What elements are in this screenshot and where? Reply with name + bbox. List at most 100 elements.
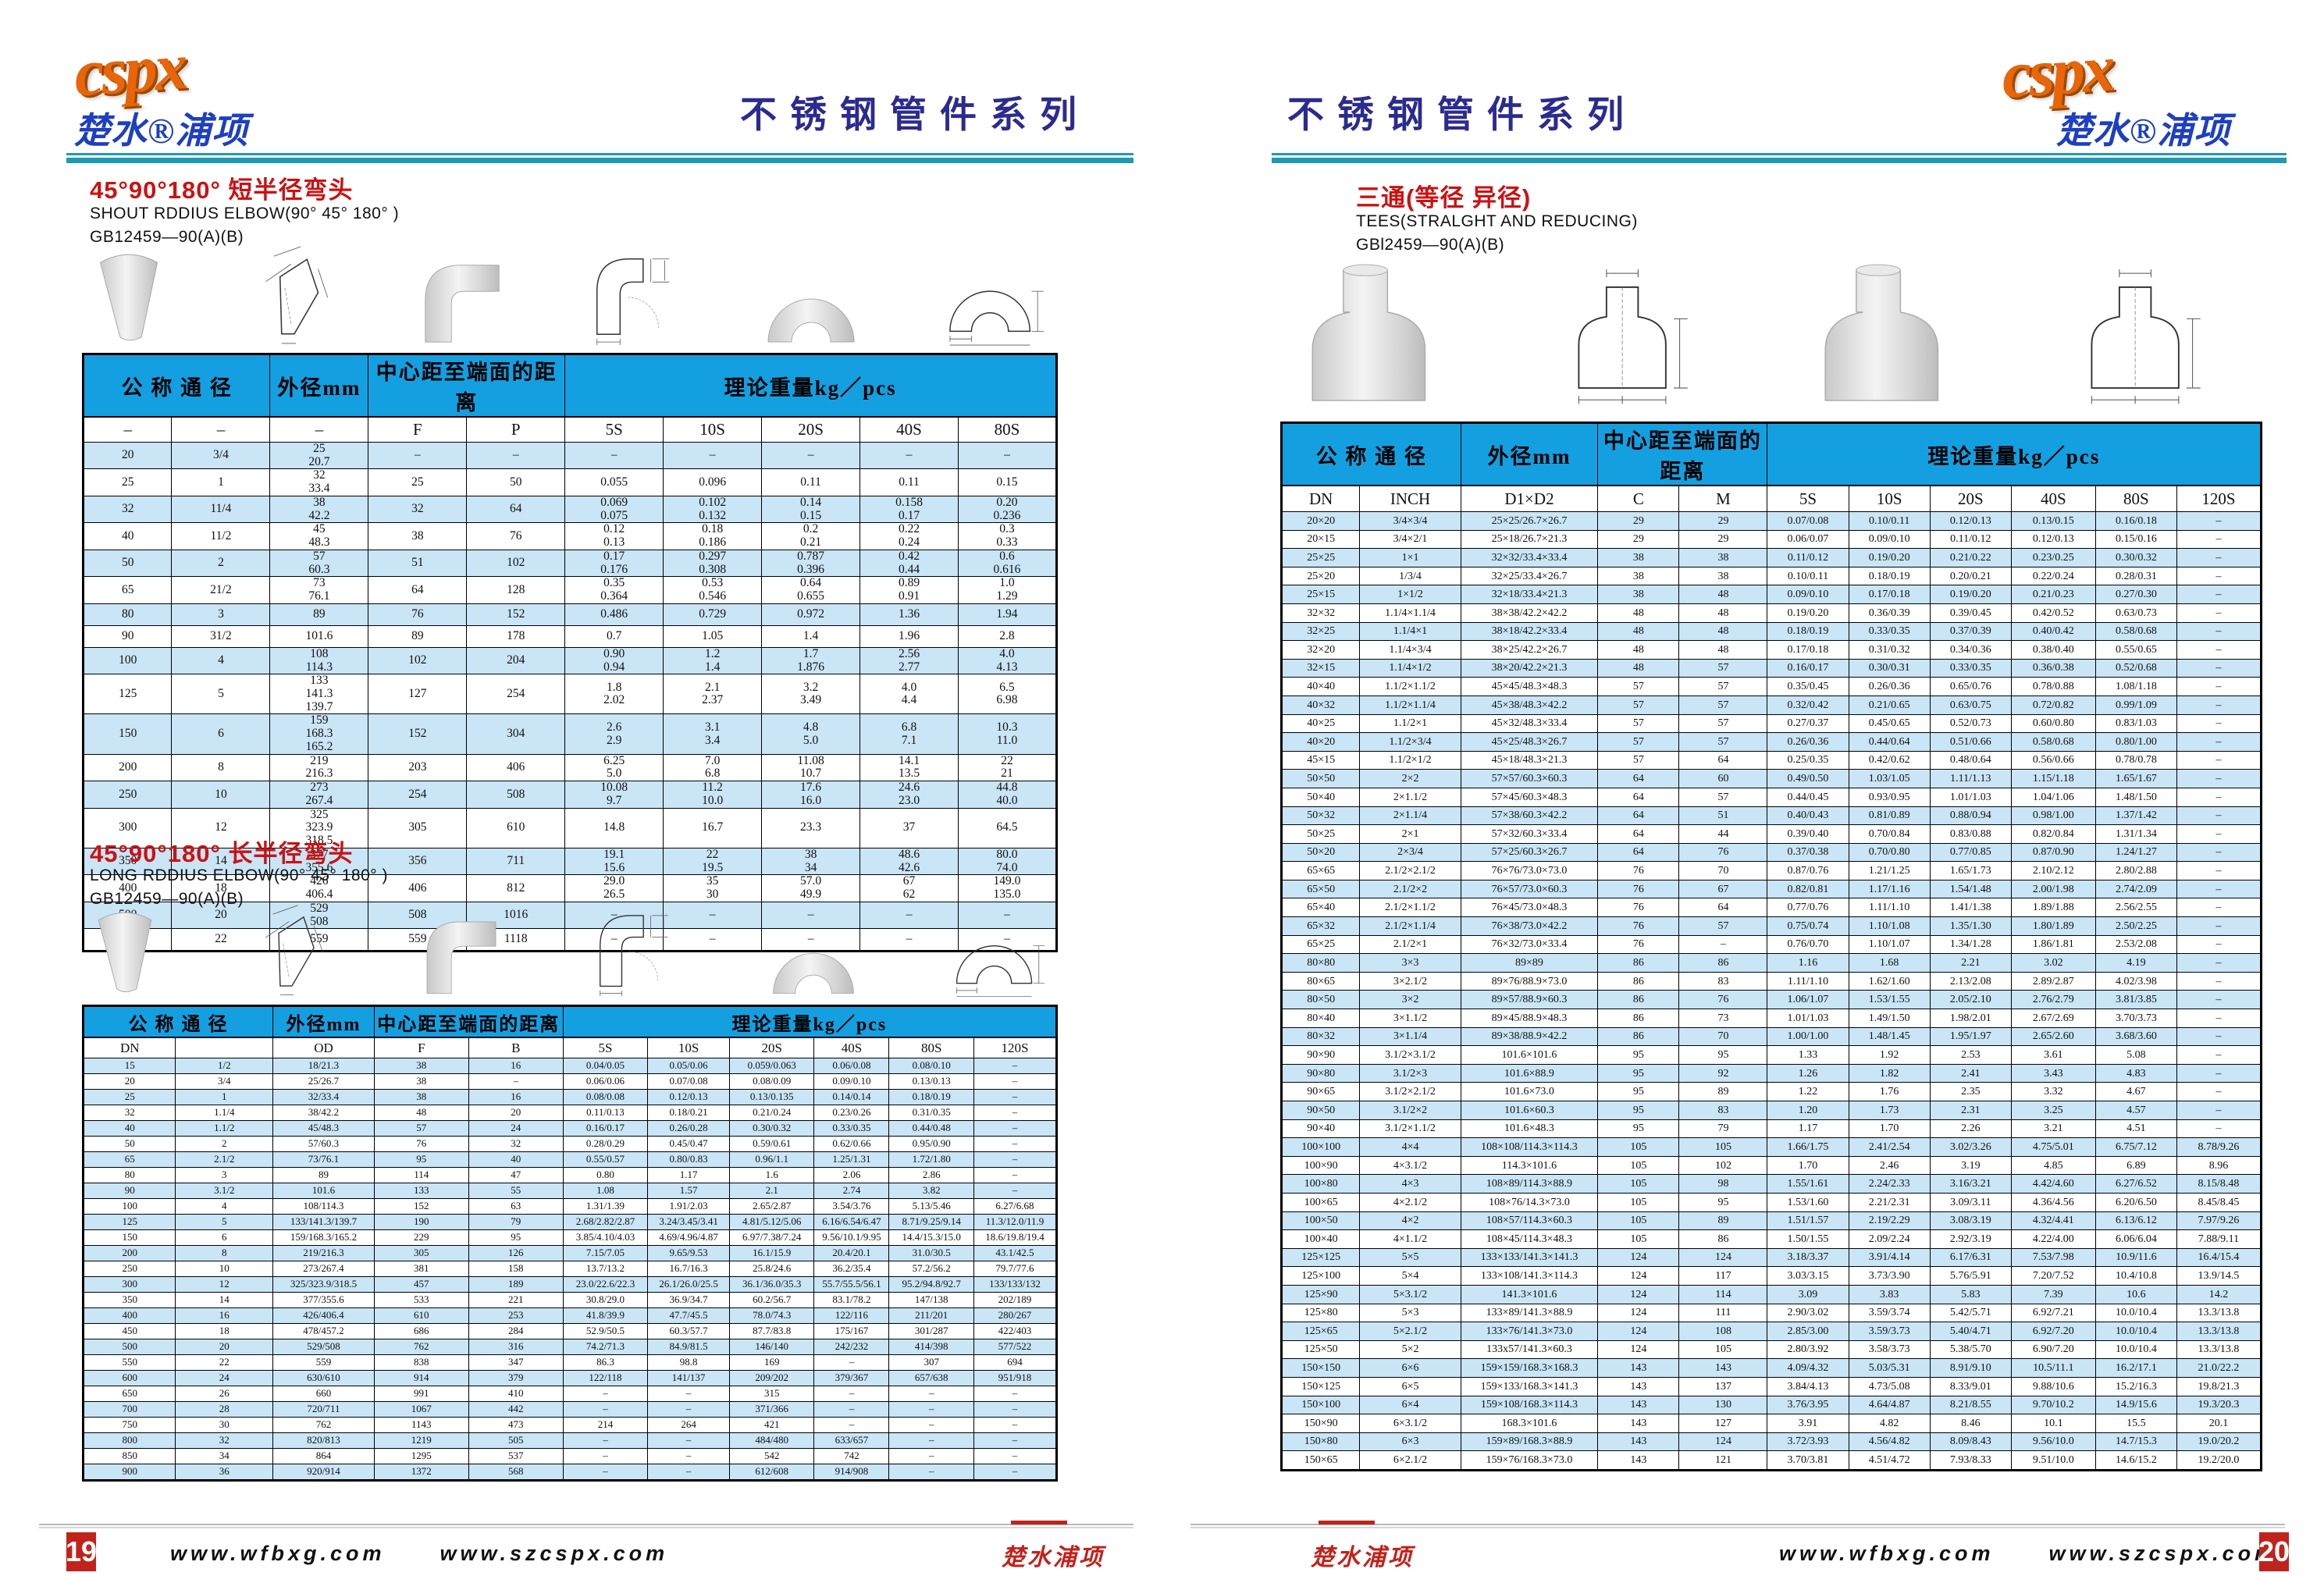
table-cell: – (2176, 769, 2262, 788)
table-cell: 3.68/3.60 (2094, 1026, 2177, 1047)
table-cell: 0.96/1.1 (728, 1151, 815, 1168)
table-cell: 1.49/1.50 (1848, 1009, 1931, 1028)
table-cell: 0.22/0.24 (2010, 566, 2096, 586)
table-cell: 4.22/4.00 (2010, 1229, 2096, 1249)
table-cell: 0.82/0.81 (1767, 879, 1849, 899)
table-row: 300 12 325/323.9/318.5 457 189 23.0/22.6/22.3… (82, 1276, 1058, 1293)
table-cell: 127 (1678, 1414, 1768, 1433)
table-row: 20×20 3/4×3/4 25×25/26.7×26.7 29 29 0.07/0.08… (1280, 511, 2262, 531)
table-cell: 0.06/0.07 (1767, 529, 1849, 550)
table-cell: 0.30/0.32 (728, 1120, 815, 1137)
website-url-1[interactable]: www.wfbxg.com (170, 1542, 386, 1565)
website-url-1[interactable]: www.wfbxg.com (1779, 1542, 1995, 1565)
website-url-2[interactable]: www.szcspx.com (2048, 1542, 2278, 1565)
table-cell: 30.8/29.0 (562, 1292, 649, 1308)
table-cell: 1.10/1.08 (1848, 916, 1931, 936)
logo-chinese-text: 楚水®浦项 (2056, 111, 2231, 151)
table-cell: 1372 (373, 1464, 469, 1481)
table-cell: – (973, 1464, 1058, 1481)
table-cell: 64.5 (957, 807, 1058, 848)
table-cell: 29 (1597, 511, 1680, 531)
table-cell: 45/48.3 (272, 1120, 375, 1137)
table-cell: 1.76 (1848, 1082, 1931, 1101)
table-cell: 20 (468, 1105, 564, 1121)
table-cell: – (973, 1432, 1058, 1449)
column-group-header: 理论重量kg／pcs (562, 1005, 1058, 1038)
table-cell: – (859, 901, 959, 930)
table-cell: 63 (468, 1198, 564, 1215)
table-cell: 0.18 0.186 (663, 522, 763, 550)
table-cell: – (562, 1432, 649, 1449)
table-cell: 2×1 (1359, 824, 1461, 844)
table-cell: 1.1/2×1 (1359, 713, 1461, 734)
table-cell: 0.33/0.35 (1848, 621, 1931, 642)
elbow-180-drawing (933, 905, 1066, 999)
table-cell: – (2176, 750, 2262, 770)
table-row: 32×20 1.1/4×3/4 38×25/42.2×26.7 48 48 0.17/0.… (1280, 640, 2262, 660)
table-cell: – (564, 441, 664, 470)
table-cell: 38 (1597, 548, 1680, 567)
table-cell: 19.3/20.3 (2176, 1395, 2262, 1415)
column-header: INCH (1359, 485, 1461, 512)
table-cell: – (2176, 953, 2262, 973)
table-cell: 1.31/1.39 (562, 1198, 649, 1215)
table-cell: 0.11/0.13 (562, 1105, 649, 1121)
table-cell: 76 (1678, 842, 1768, 863)
table-cell: 0.21/0.22 (1929, 548, 2012, 567)
table-cell: 124 (1597, 1284, 1680, 1304)
table-cell: 4.36/4.56 (2010, 1192, 2096, 1212)
table-cell: 1.17 (647, 1167, 730, 1183)
table-cell: 76 (368, 603, 468, 626)
table-cell: 0.729 (663, 603, 763, 626)
table-cell: 0.26/0.36 (1767, 732, 1849, 752)
table-cell: 0.35/0.45 (1767, 677, 1849, 696)
table-row: 90×90 3.1/2×3.1/2 101.6×101.6 95 95 1.33 1.92 2… (1280, 1045, 2262, 1065)
column-header: 120S (973, 1037, 1058, 1058)
table-row: 50×40 2×1.1/2 57×45/60.3×48.3 64 57 0.44/0.45… (1280, 787, 2262, 807)
table-cell: 143 (1597, 1432, 1680, 1452)
table-cell: 914/908 (813, 1464, 890, 1481)
table-cell: 3.83 (1848, 1284, 1931, 1304)
table-cell: 31.0/30.5 (888, 1245, 974, 1261)
table-cell: 0.14 0.15 (761, 495, 861, 524)
table-cell: 23.0/22.6/22.3 (562, 1276, 649, 1293)
table-cell: 3 (175, 1167, 274, 1183)
table-cell: 0.89 0.91 (859, 576, 959, 604)
table-cell: – (466, 441, 566, 470)
table-cell: 29 (1597, 529, 1680, 550)
table-cell: 44.8 40.0 (957, 781, 1058, 809)
table-cell: 3/4 (175, 1073, 274, 1090)
table-cell: – (973, 1401, 1058, 1418)
table-cell: 124 (1678, 1432, 1768, 1452)
table-cell: 14.6/15.2 (2094, 1450, 2177, 1471)
table-cell: 300 (82, 1276, 176, 1293)
table-cell: 4.81/5.12/5.06 (728, 1214, 815, 1230)
table-cell: 20.1 (2176, 1414, 2262, 1433)
table-cell: 47.7/45.5 (647, 1307, 730, 1324)
table-row: 850 34 864 1295 537– –542 742– – (82, 1448, 1058, 1464)
table-cell: 102 (1678, 1155, 1768, 1176)
table-cell: 159 168.3 165.2 (269, 713, 369, 755)
table-cell: – (2176, 824, 2262, 844)
table-cell: 0.35 0.364 (564, 576, 664, 604)
footer-urls: www.wfbxg.com www.szcspx.com (170, 1542, 723, 1566)
table-cell: 1.72/1.80 (888, 1151, 974, 1168)
table-cell: 108×57/114.3×60.3 (1460, 1211, 1599, 1231)
website-url-2[interactable]: www.szcspx.com (440, 1542, 669, 1565)
table-cell: 50 (466, 468, 566, 496)
table-cell: 86 (1597, 953, 1680, 973)
table-cell: 0.21/0.24 (728, 1105, 815, 1121)
table-cell: 1.24/1.27 (2094, 842, 2177, 863)
table-cell: 57 (1678, 787, 1768, 807)
table-cell: 650 (82, 1386, 176, 1402)
table-cell: 17.6 16.0 (761, 781, 861, 809)
table-cell: 9.51/10.0 (2010, 1450, 2096, 1471)
table-cell: 101.6×101.6 (1460, 1045, 1599, 1065)
table-cell: 1.2 1.4 (663, 646, 763, 675)
column-header: F (373, 1037, 469, 1058)
table-cell: 158 (468, 1261, 564, 1277)
table-cell: 1.1/2 (175, 1120, 274, 1137)
table-cell: 1.55/1.61 (1767, 1174, 1849, 1194)
table-cell: 50×25 (1280, 824, 1361, 844)
table-cell: 1.66/1.75 (1767, 1137, 1849, 1157)
